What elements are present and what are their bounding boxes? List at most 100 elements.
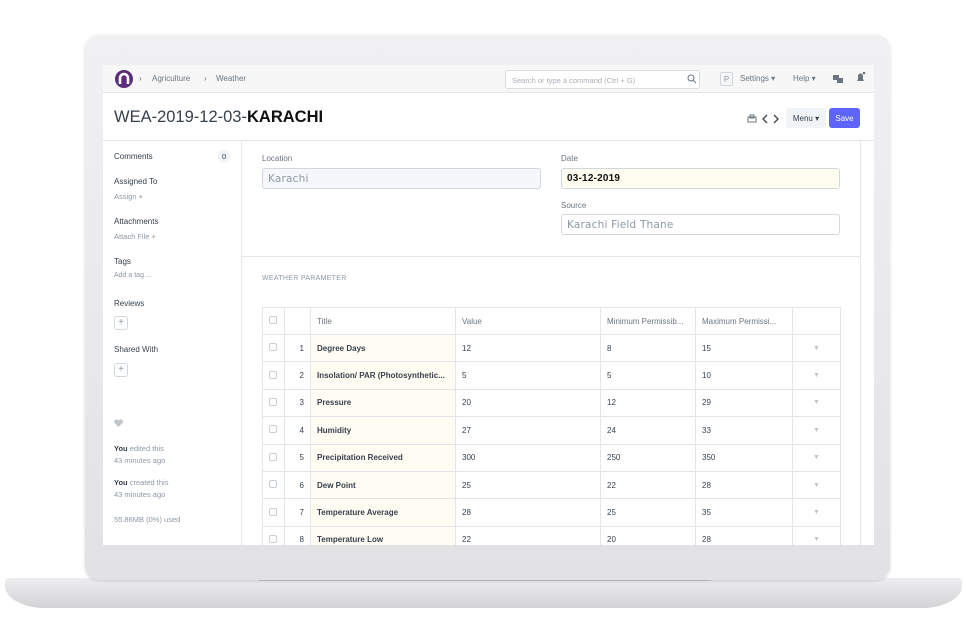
row-index: 1 <box>284 333 311 363</box>
help-menu[interactable]: Help ▾ <box>793 74 816 83</box>
row-action[interactable]: ▼ <box>792 498 841 527</box>
header-action <box>792 307 841 335</box>
attach-link[interactable]: Attach File + <box>114 232 156 241</box>
activity-time: 43 minutes ago <box>114 490 166 499</box>
add-review[interactable]: + <box>114 316 128 330</box>
row-index: 5 <box>284 443 311 472</box>
param-max: 10 <box>695 361 793 390</box>
row-index: 8 <box>284 525 311 545</box>
location-input[interactable]: Karachi <box>262 168 541 189</box>
field-value: 03-12-2019 <box>567 173 621 184</box>
menu-button[interactable]: Menu ▾ <box>786 108 826 128</box>
page-title: WEA-2019-12-03-KARACHI <box>114 108 323 127</box>
param-min: 22 <box>600 470 696 500</box>
field-label: Location <box>262 154 293 163</box>
breadcrumb[interactable]: Weather <box>216 74 247 83</box>
param-value: 25 <box>455 470 601 500</box>
print-and-nav-icons[interactable] <box>747 113 783 125</box>
column-header: Title <box>310 307 456 335</box>
row-action[interactable]: ▼ <box>792 470 841 500</box>
source-input[interactable]: Karachi Field Thane <box>561 214 840 235</box>
settings-menu[interactable]: Settings ▾ <box>740 74 776 83</box>
column-header: Value <box>455 307 601 335</box>
date-input[interactable]: 03-12-2019 <box>561 168 840 189</box>
row-checkbox[interactable] <box>262 443 285 472</box>
comments-label: Comments <box>114 152 153 161</box>
logo[interactable] <box>114 69 134 89</box>
search-placeholder: Search or type a command (Ctrl + G) <box>512 76 636 85</box>
row-checkbox[interactable] <box>262 470 285 500</box>
param-min: 25 <box>600 498 696 527</box>
row-action[interactable]: ▼ <box>792 333 841 363</box>
activity-item: You created this 43 minutes ago <box>114 477 168 501</box>
chat-icon[interactable] <box>833 74 843 84</box>
assigned-label: Assigned To <box>114 177 158 186</box>
row-action[interactable]: ▼ <box>792 525 841 545</box>
separator: › <box>204 74 207 83</box>
table-row: 5 Precipitation Received 300 250 350 ▼ <box>262 443 841 472</box>
parameter-table: Title Value Minimum Permissib... Maximum Pe… <box>262 307 841 545</box>
reviews-label: Reviews <box>114 299 145 308</box>
page-header: WEA-2019-12-03-KARACHI Menu ▾ Save <box>103 93 874 141</box>
search-icon <box>687 74 697 84</box>
row-checkbox[interactable] <box>262 361 285 390</box>
button-label: Menu <box>792 114 813 123</box>
row-checkbox[interactable] <box>262 333 285 363</box>
field-label: Date <box>561 154 578 163</box>
table-row: 3 Pressure 20 12 29 ▼ <box>262 388 841 418</box>
table-row: 8 Temperature Low 22 20 28 ▼ <box>262 525 841 545</box>
param-max: 35 <box>695 498 793 527</box>
activity-item: You edited this 43 minutes ago <box>114 443 165 467</box>
tags-label: Tags <box>114 257 131 266</box>
table-header: Title Value Minimum Permissib... Maximum Pe… <box>262 307 841 335</box>
save-button[interactable]: Save <box>829 108 860 128</box>
param-title: Insolation/ PAR (Photosynthetic... <box>310 361 456 390</box>
param-max: 28 <box>695 470 793 500</box>
row-checkbox[interactable] <box>262 416 285 445</box>
row-action[interactable]: ▼ <box>792 443 841 472</box>
avatar[interactable]: P <box>720 72 733 86</box>
assign-link[interactable]: Assign + <box>114 192 143 201</box>
param-min: 20 <box>600 525 696 545</box>
param-value: 300 <box>455 443 601 472</box>
param-max: 15 <box>695 333 793 363</box>
param-title: Precipitation Received <box>310 443 456 472</box>
activity-user: You <box>114 444 128 453</box>
row-checkbox[interactable] <box>262 388 285 418</box>
title-prefix: WEA-2019-12-03- <box>114 108 247 126</box>
breadcrumb[interactable]: Agriculture <box>152 74 191 83</box>
add-share[interactable]: + <box>114 363 128 377</box>
row-index: 6 <box>284 470 311 500</box>
header-checkbox[interactable] <box>262 307 285 335</box>
row-action[interactable]: ▼ <box>792 361 841 390</box>
laptop-base <box>5 578 962 608</box>
param-title: Temperature Average <box>310 498 456 527</box>
menu-label: Help <box>793 74 810 83</box>
param-title: Degree Days <box>310 333 456 363</box>
shared-label: Shared With <box>114 345 159 354</box>
table-row: 1 Degree Days 12 8 15 ▼ <box>262 333 841 363</box>
link-text: Attach File <box>114 232 150 241</box>
row-checkbox[interactable] <box>262 525 285 545</box>
param-min: 12 <box>600 388 696 418</box>
header-index <box>284 307 311 335</box>
row-action[interactable]: ▼ <box>792 388 841 418</box>
notification-icon[interactable] <box>855 70 867 84</box>
field-value: Karachi <box>268 173 309 185</box>
tag-link[interactable]: Add a tag ... <box>114 272 152 279</box>
screen: › Agriculture › Weather Search or type a… <box>103 65 874 545</box>
table-row: 2 Insolation/ PAR (Photosynthetic... 5 5 10 ▼ <box>262 361 841 390</box>
section-divider <box>242 256 861 257</box>
menu-label: Settings <box>740 74 769 83</box>
search-box[interactable]: Search or type a command (Ctrl + G) <box>505 70 700 89</box>
field-label: Source <box>561 201 587 210</box>
like-icon[interactable] <box>114 419 123 427</box>
title-name: KARACHI <box>246 108 324 126</box>
row-checkbox[interactable] <box>262 498 285 527</box>
field-value: Karachi Field Thane <box>567 219 674 231</box>
param-title: Dew Point <box>310 470 456 500</box>
navbar: › Agriculture › Weather Search or type a… <box>103 65 874 93</box>
activity-action: created this <box>129 478 169 487</box>
row-action[interactable]: ▼ <box>792 416 841 445</box>
